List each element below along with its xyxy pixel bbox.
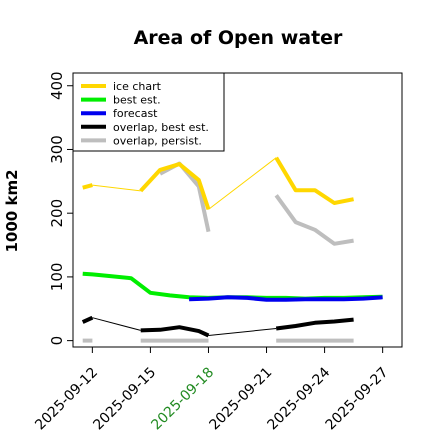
- y-tick-label: 300: [48, 135, 66, 164]
- connector-line: [92, 317, 141, 331]
- y-tick-label: 100: [48, 263, 66, 292]
- y-axis: 0 100 200 300 400: [48, 71, 73, 345]
- connector-line: [92, 184, 141, 192]
- y-tick-label: 400: [48, 71, 66, 100]
- y-axis-label: 1000 km2: [3, 169, 21, 252]
- legend-label: overlap, best est.: [113, 121, 209, 134]
- chart-title: Area of Open water: [134, 27, 343, 49]
- x-axis: 2025-09-122025-09-152025-09-182025-09-21…: [32, 347, 391, 433]
- y-tick-label: 200: [48, 199, 66, 228]
- connector-line: [208, 157, 277, 210]
- series-line-forecast: [189, 295, 383, 302]
- legend-label: best est.: [113, 94, 161, 107]
- x-tick-label: 2025-09-27: [323, 365, 392, 434]
- series-line-overlap-best-est: [81, 315, 94, 324]
- legend-label: forecast: [113, 107, 158, 120]
- connector-line: [208, 328, 277, 336]
- plot-area: [81, 156, 383, 343]
- series-line-overlap-best-est: [140, 325, 210, 338]
- series-line-overlap-best-est: [275, 317, 354, 331]
- legend-label: ice chart: [113, 80, 162, 93]
- plot-frame: [72, 72, 403, 348]
- series-line-overlap-persist: [159, 161, 211, 233]
- y-tick-label: 0: [48, 336, 66, 346]
- series-line-ice-chart: [82, 183, 93, 190]
- series-line-ice-chart: [139, 162, 211, 211]
- series-line-overlap-persist: [274, 194, 354, 246]
- series-line-best-est: [82, 271, 383, 301]
- series-line-ice-chart: [274, 156, 354, 205]
- legend-label: overlap, persist.: [113, 134, 202, 147]
